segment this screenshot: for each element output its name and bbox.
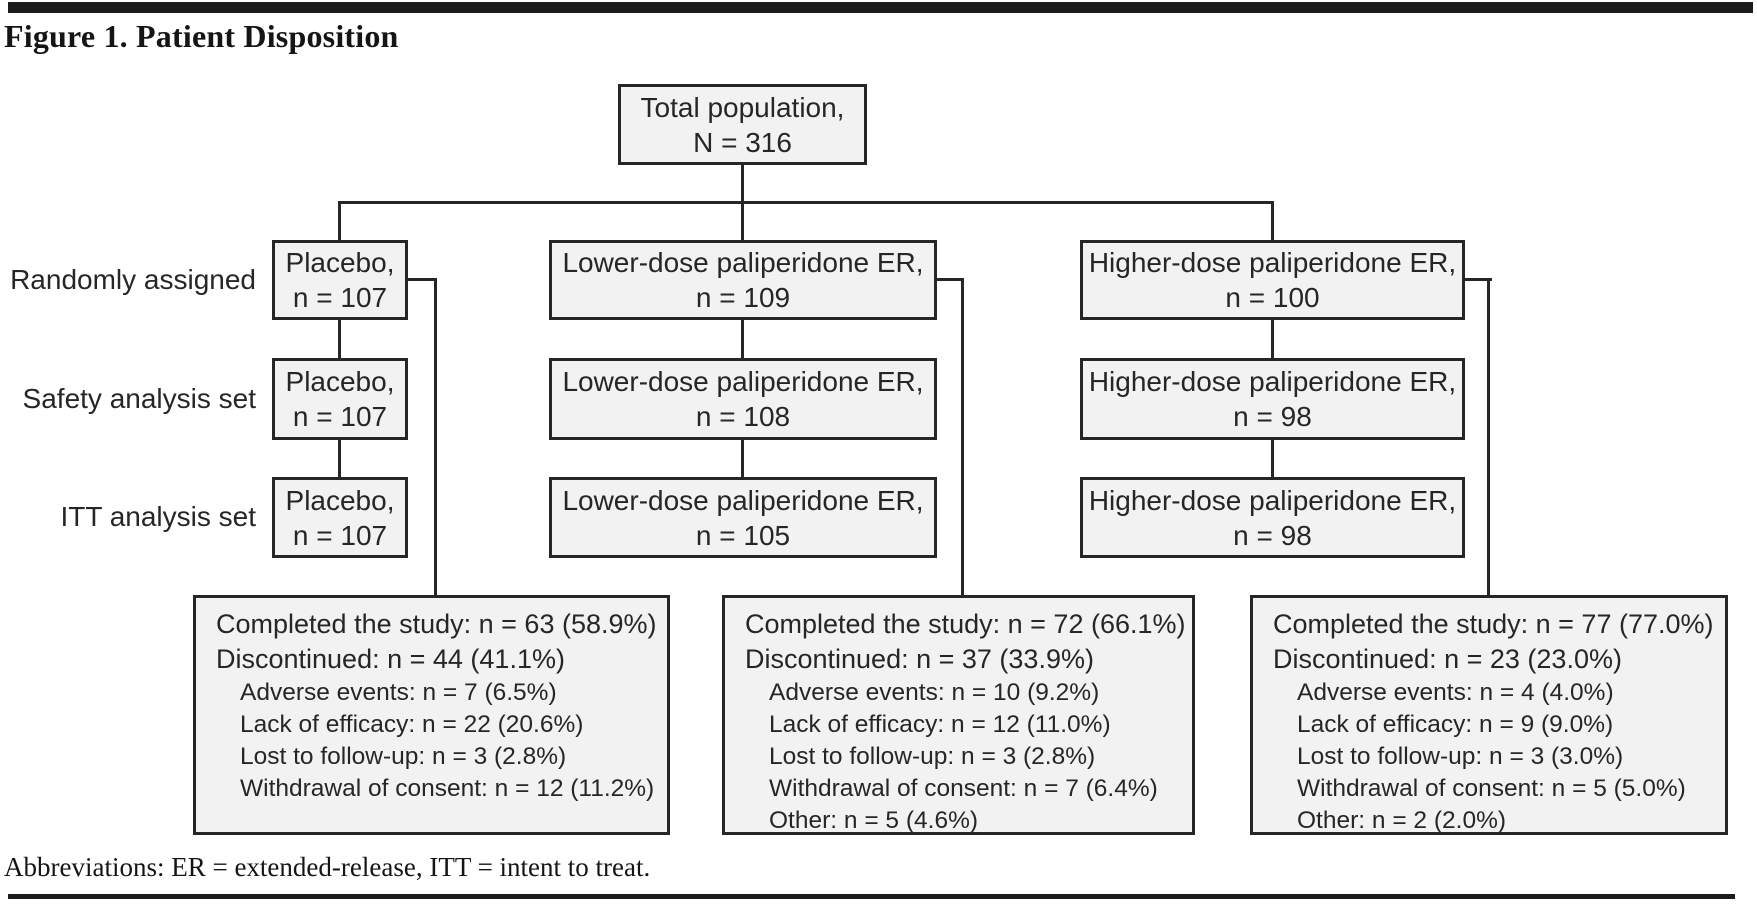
box-line1: Lower-dose paliperidone ER,	[562, 247, 924, 278]
discontinued-line: Discontinued: n = 37 (33.9%)	[745, 644, 1094, 674]
completed-line: Completed the study: n = 63 (58.9%)	[216, 609, 657, 639]
box-line2: n = 100	[1225, 282, 1320, 313]
box-line1: Higher-dose paliperidone ER,	[1088, 484, 1457, 516]
disposition-placebo-box: Completed the study: n = 63 (58.9%) Disc…	[193, 595, 670, 835]
safety-placebo-box: Placebo, n = 107	[272, 358, 408, 440]
connector-total-down	[741, 163, 744, 203]
figure-title: Figure 1. Patient Disposition	[4, 18, 399, 54]
total-population-box: Total population, N = 316	[618, 84, 867, 165]
reason-withdrawal-of-consent: Withdrawal of consent: n = 5 (5.0%)	[1297, 775, 1686, 802]
abbreviations-footnote: Abbreviations: ER = extended-release, IT…	[4, 852, 651, 882]
connector-branch-right-down	[1271, 201, 1274, 242]
connector-col1-row1-row2	[338, 318, 341, 360]
connector-col2-side-vertical	[961, 278, 964, 598]
completed-line: Completed the study: n = 77 (77.0%)	[1273, 609, 1714, 639]
bottom-rule-bar	[8, 894, 1735, 899]
connector-col1-row2-row3	[338, 438, 341, 480]
box-line2: n = 98	[1233, 401, 1312, 432]
reason-lack-of-efficacy: Lack of efficacy: n = 12 (11.0%)	[769, 711, 1111, 738]
box-line1: Placebo,	[285, 247, 395, 278]
row-label-safety-analysis-set: Safety analysis set	[22, 383, 256, 414]
connector-col3-side-vertical	[1487, 278, 1490, 598]
total-population-line2: N = 316	[693, 126, 792, 158]
box-line2: n = 107	[292, 282, 388, 313]
reason-lost-to-follow-up: Lost to follow-up: n = 3 (3.0%)	[1297, 743, 1624, 770]
randomly-assigned-placebo-box: Placebo, n = 107	[272, 240, 408, 320]
discontinued-line: Discontinued: n = 23 (23.0%)	[1273, 644, 1622, 674]
safety-higher-dose-box: Higher-dose paliperidone ER, n = 98	[1080, 358, 1465, 440]
box-line2: n = 109	[695, 282, 791, 313]
reason-lack-of-efficacy: Lack of efficacy: n = 9 (9.0%)	[1297, 711, 1614, 738]
connector-col1-side-horizontal	[405, 278, 437, 281]
box-line1: Higher-dose paliperidone ER,	[1088, 366, 1457, 397]
reason-lost-to-follow-up: Lost to follow-up: n = 3 (2.8%)	[769, 743, 1096, 770]
reason-withdrawal-of-consent: Withdrawal of consent: n = 12 (11.2%)	[240, 775, 655, 802]
reason-lack-of-efficacy: Lack of efficacy: n = 22 (20.6%)	[240, 711, 584, 738]
connector-col2-row2-row3	[741, 438, 744, 480]
box-line1: Lower-dose paliperidone ER,	[562, 366, 924, 397]
reason-adverse-events: Adverse events: n = 4 (4.0%)	[1297, 679, 1614, 706]
itt-lower-dose-box: Lower-dose paliperidone ER, n = 105	[549, 477, 937, 558]
box-line2: n = 98	[1233, 519, 1312, 551]
randomly-assigned-lower-dose-box: Lower-dose paliperidone ER, n = 109	[549, 240, 937, 320]
total-population-line1: Total population,	[640, 91, 845, 123]
box-line2: n = 108	[695, 401, 791, 432]
box-line1: Placebo,	[285, 366, 395, 397]
connector-branch-horizontal	[338, 201, 1274, 204]
box-line2: n = 105	[695, 519, 791, 551]
reason-adverse-events: Adverse events: n = 10 (9.2%)	[769, 679, 1100, 706]
connector-col1-side-vertical	[434, 278, 437, 598]
completed-line: Completed the study: n = 72 (66.1%)	[745, 609, 1186, 639]
connector-branch-left-down	[338, 201, 341, 242]
connector-col2-row1-row2	[741, 318, 744, 360]
connector-col3-side-horizontal	[1462, 278, 1492, 281]
disposition-lower-dose-box: Completed the study: n = 72 (66.1%) Disc…	[722, 595, 1195, 835]
itt-placebo-box: Placebo, n = 107	[272, 477, 408, 558]
box-line2: n = 107	[292, 519, 388, 551]
disposition-higher-dose-box: Completed the study: n = 77 (77.0%) Disc…	[1250, 595, 1728, 835]
box-line1: Placebo,	[285, 484, 395, 516]
top-rule-bar	[8, 2, 1753, 13]
reason-lost-to-follow-up: Lost to follow-up: n = 3 (2.8%)	[240, 743, 567, 770]
row-label-randomly-assigned: Randomly assigned	[10, 264, 256, 295]
box-line1: Lower-dose paliperidone ER,	[562, 484, 924, 516]
row-label-itt-analysis-set: ITT analysis set	[60, 501, 256, 532]
randomly-assigned-higher-dose-box: Higher-dose paliperidone ER, n = 100	[1080, 240, 1465, 320]
connector-col2-side-horizontal	[934, 278, 964, 281]
reason-withdrawal-of-consent: Withdrawal of consent: n = 7 (6.4%)	[769, 775, 1158, 802]
box-line2: n = 107	[292, 401, 388, 432]
safety-lower-dose-box: Lower-dose paliperidone ER, n = 108	[549, 358, 937, 440]
reason-other: Other: n = 5 (4.6%)	[769, 807, 979, 834]
connector-branch-mid-down	[741, 201, 744, 242]
box-line1: Higher-dose paliperidone ER,	[1088, 247, 1457, 278]
connector-col3-row2-row3	[1271, 438, 1274, 480]
discontinued-line: Discontinued: n = 44 (41.1%)	[216, 644, 565, 674]
reason-other: Other: n = 2 (2.0%)	[1297, 807, 1507, 834]
reason-adverse-events: Adverse events: n = 7 (6.5%)	[240, 679, 557, 706]
itt-higher-dose-box: Higher-dose paliperidone ER, n = 98	[1080, 477, 1465, 558]
connector-col3-row1-row2	[1271, 318, 1274, 360]
